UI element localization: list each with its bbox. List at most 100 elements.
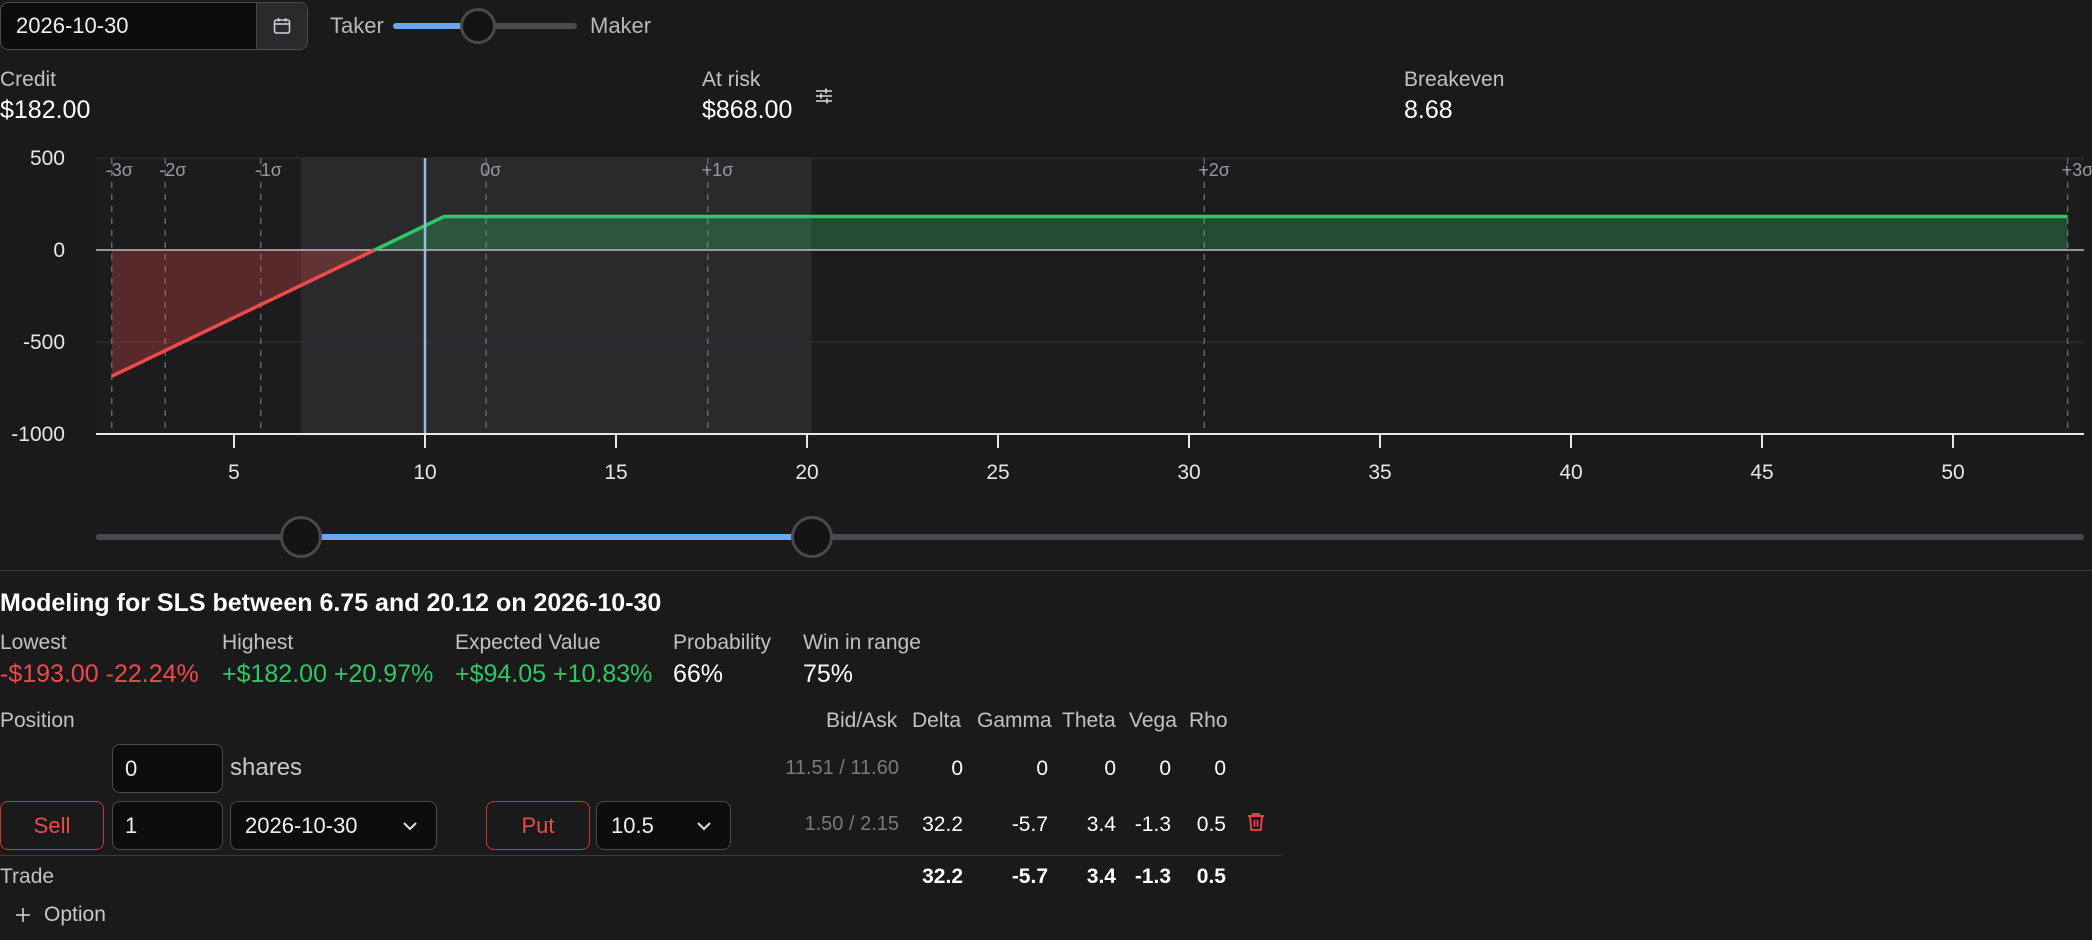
highest-label: Highest	[222, 631, 294, 654]
expected-value-label: Expected Value	[455, 631, 601, 654]
trade-vega: -1.3	[1134, 865, 1171, 888]
option-bidask: 1.50 / 2.15	[804, 813, 899, 835]
x-tick-label: 50	[1941, 461, 1964, 484]
option-theta: 3.4	[1086, 813, 1116, 836]
y-tick-label: 0	[53, 239, 65, 262]
y-tick-label: 500	[30, 147, 65, 170]
add-option-button[interactable]: Option	[14, 900, 106, 930]
profit-area	[374, 216, 2068, 250]
add-option-label: Option	[44, 903, 106, 926]
x-tick-label: 35	[1368, 461, 1391, 484]
option-quantity-value[interactable]: 1	[125, 812, 138, 838]
credit-value: $182.00	[0, 96, 91, 124]
put-button-label: Put	[521, 812, 555, 838]
shares-gamma: 0	[1036, 757, 1048, 780]
calendar-icon	[273, 18, 291, 34]
shares-rho: 0	[1214, 757, 1226, 780]
range-low-thumb[interactable]	[279, 516, 322, 558]
shares-delta: 0	[951, 757, 963, 780]
win-in-range-value: 75%	[803, 660, 854, 688]
sell-button-label: Sell	[33, 812, 71, 838]
date-value[interactable]: 2026-10-30	[16, 13, 129, 38]
trade-gamma: -5.7	[1011, 865, 1048, 888]
risk-settings-button[interactable]	[812, 84, 836, 108]
taker-maker-thumb[interactable]	[459, 8, 496, 44]
at-risk-value: $868.00	[702, 96, 793, 124]
expected-value-value: +$94.05 +10.83%	[455, 660, 653, 688]
breakeven-value: 8.68	[1404, 96, 1453, 124]
profit-line	[373, 214, 2068, 252]
strike-select[interactable]: 10.5	[596, 801, 731, 850]
range-shade	[300, 158, 812, 434]
shares-bidask: 11.51 / 11.60	[785, 757, 899, 779]
modeling-title: Modeling for SLS between 6.75 and 20.12 …	[0, 589, 662, 617]
strike-select-value: 10.5	[611, 812, 654, 838]
y-tick-label: -500	[23, 331, 65, 354]
range-high-thumb[interactable]	[790, 516, 833, 558]
price-range-slider[interactable]	[96, 516, 2084, 558]
taker-maker-fill	[393, 23, 478, 29]
breakeven-label: Breakeven	[1404, 68, 1505, 91]
maker-label: Maker	[590, 13, 652, 38]
theta-header: Theta	[1062, 709, 1116, 732]
shares-quantity-input[interactable]: 0	[112, 744, 223, 793]
shares-unit-label: shares	[230, 754, 303, 781]
option-gamma: -5.7	[1011, 813, 1048, 836]
trash-icon	[1248, 813, 1264, 831]
credit-label: Credit	[0, 68, 57, 91]
chevron-down-icon	[697, 821, 711, 830]
x-tick-label: 25	[986, 461, 1009, 484]
trade-label: Trade	[0, 865, 55, 888]
lowest-label: Lowest	[0, 631, 67, 654]
trade-theta: 3.4	[1086, 865, 1116, 888]
at-risk-label: At risk	[702, 68, 761, 91]
option-rho: 0.5	[1196, 813, 1226, 836]
calendar-button[interactable]	[256, 3, 307, 49]
x-tick-label: 10	[413, 461, 436, 484]
put-button[interactable]: Put	[486, 801, 590, 850]
win-in-range-label: Win in range	[803, 631, 921, 654]
range-fill	[300, 534, 812, 540]
option-quantity-input[interactable]: 1	[112, 801, 223, 850]
sigma-label: +1σ	[702, 160, 734, 180]
expiry-select-value: 2026-10-30	[245, 812, 358, 838]
sigma-label: -1σ	[255, 160, 282, 180]
option-vega: -1.3	[1134, 813, 1171, 836]
range-track[interactable]	[96, 534, 2084, 540]
gamma-header: Gamma	[977, 709, 1052, 732]
shares-vega: 0	[1159, 757, 1171, 780]
date-picker[interactable]: 2026-10-30	[0, 2, 308, 50]
bidask-header: Bid/Ask	[826, 709, 898, 732]
sigma-label: -2σ	[159, 160, 186, 180]
vega-header: Vega	[1129, 709, 1177, 732]
x-tick-label: 20	[795, 461, 818, 484]
sigma-label: 0σ	[480, 160, 501, 180]
expiry-select[interactable]: 2026-10-30	[230, 801, 437, 850]
shares-theta: 0	[1104, 757, 1116, 780]
taker-maker-slider[interactable]	[393, 8, 577, 44]
option-delta: 32.2	[922, 813, 963, 836]
y-tick-label: -1000	[11, 423, 65, 446]
trade-rho: 0.5	[1196, 865, 1226, 888]
sigma-label: -3σ	[106, 160, 133, 180]
payoff-chart[interactable]: 500 0 -500 -1000 -3σ -2σ -1σ 0σ +1σ +2σ +3σ 5 10 15 20…	[0, 140, 2092, 500]
chevron-down-icon	[403, 821, 417, 830]
section-divider	[0, 570, 2092, 571]
probability-label: Probability	[673, 631, 772, 654]
x-tick-label: 45	[1750, 461, 1773, 484]
x-tick-label: 5	[228, 461, 240, 484]
sigma-label: +3σ	[2062, 160, 2092, 180]
lowest-value: -$193.00 -22.24%	[0, 660, 199, 688]
x-tick-label: 30	[1177, 461, 1200, 484]
delta-header: Delta	[912, 709, 962, 732]
sell-button[interactable]: Sell	[0, 801, 104, 850]
position-header: Position	[0, 709, 75, 732]
sigma-label: +2σ	[1198, 160, 1230, 180]
trade-delta: 32.2	[922, 865, 963, 888]
shares-quantity-value[interactable]: 0	[125, 755, 138, 781]
rho-header: Rho	[1189, 709, 1228, 732]
x-tick-label: 40	[1559, 461, 1582, 484]
x-tick-label: 15	[604, 461, 627, 484]
trade-divider	[0, 855, 1282, 856]
delete-position-button[interactable]	[1245, 811, 1269, 835]
